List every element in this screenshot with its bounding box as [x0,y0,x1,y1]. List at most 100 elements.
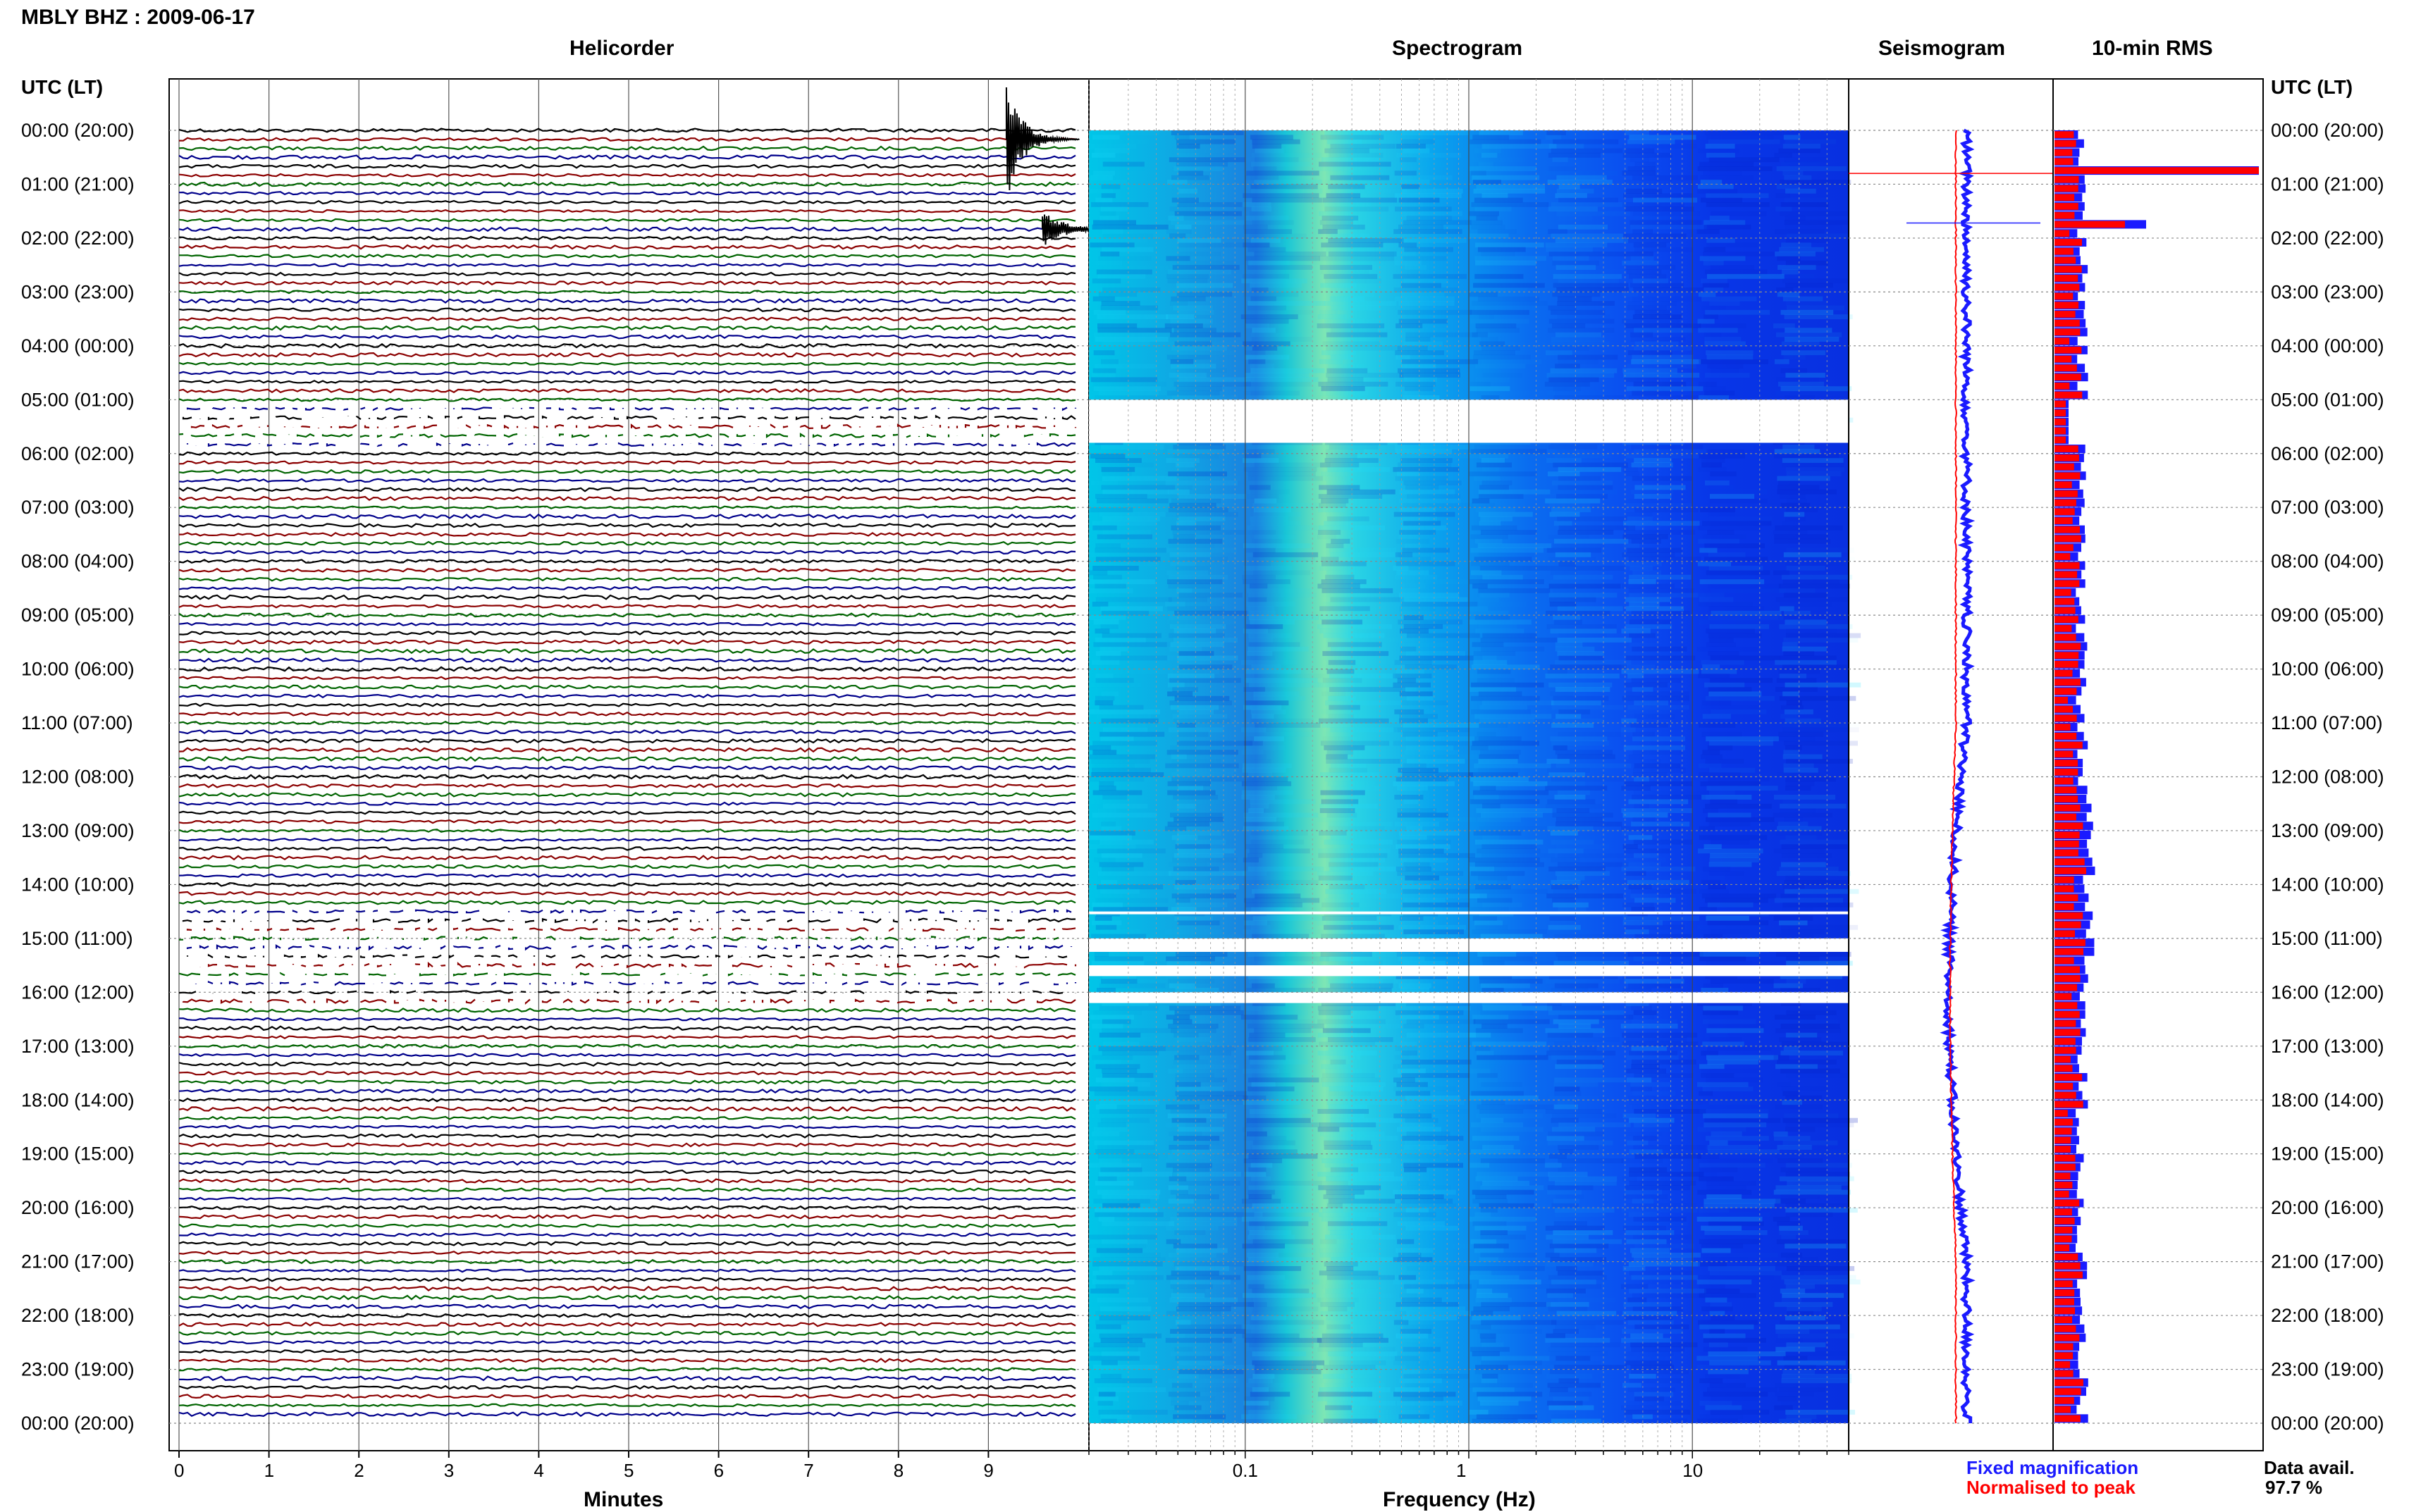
spectrogram-cell [1319,309,1338,315]
helicorder-xlabel: Minutes [584,1488,664,1511]
helicorder-trace-line [178,1035,1076,1039]
spectrogram-cell [1092,902,1123,907]
spectrogram-cell [1625,929,1649,934]
helicorder-trace-line [178,1025,1076,1031]
spectrogram-cell [1095,1064,1140,1070]
spectrogram-cell [1398,924,1467,930]
spectrogram-cell [1178,1302,1254,1307]
spectrogram-cell [1166,956,1215,962]
spectrogram-cell [1102,471,1132,476]
spectrogram-cell [1550,368,1618,373]
spectrogram-cell [1328,979,1383,984]
spectrogram-cell [1255,1369,1321,1375]
spectrogram-cell [1402,687,1417,692]
spectrogram-cell [1556,494,1608,499]
spectrogram-cell [1396,669,1424,674]
spectrogram-cell [1624,1315,1672,1320]
spectrogram-cell [1481,152,1498,158]
rms-bar-normalised [2054,1029,2081,1036]
spectrogram-cell [1699,907,1717,912]
spectrogram-cell [1176,566,1211,571]
spectrogram-cell [1622,534,1668,540]
spectrogram-cell [1245,1046,1283,1051]
spectrogram-cell [1247,1257,1314,1263]
spectrogram-cell [1169,206,1194,212]
spectrogram-cell [1786,1342,1826,1348]
spectrogram-cell [1169,678,1246,683]
spectrogram-cell [1100,305,1158,311]
spectrogram-cell [1785,224,1843,230]
spectrogram-cell [1698,467,1727,472]
spectrogram-cell [1545,1028,1605,1034]
spectrogram-cell [1249,1221,1309,1227]
spectrogram-cell [1241,795,1275,800]
spectrogram-cell [1785,1127,1816,1132]
spectrogram-cell [1323,736,1353,741]
spectrogram-cell [1253,570,1310,575]
spectrogram-cell [1784,1113,1838,1118]
spectrogram-cell [1324,1145,1373,1150]
spectrogram-cell [1244,898,1320,903]
spectrogram-cell [1322,691,1346,696]
time-tick-label: 08:00 (04:00) [2271,551,2384,572]
spectrogram-cell [1098,1392,1116,1397]
spectrogram-cell [1092,790,1142,795]
rms-bar-normalised [2054,966,2080,973]
spectrogram-cell [1396,1154,1439,1159]
spectrogram-cell [1557,301,1615,306]
spectrogram-cell [1701,296,1757,302]
spectrogram-cell [1403,902,1470,907]
spectrogram-cell [1393,682,1431,688]
helicorder-trace-line [178,137,1076,142]
spectrogram-cell [1401,1059,1472,1065]
spectrogram-cell [1093,907,1169,912]
spectrogram-cell [1707,1387,1778,1392]
spectrogram-cell [1474,206,1512,212]
spectrogram-cell [1324,745,1365,750]
spectrogram-cell [1246,1005,1262,1011]
spectrogram-cell [1331,1257,1398,1263]
spectrogram-cell [1782,296,1823,302]
spectrogram-cell [1781,1234,1797,1240]
spectrogram-cell [1546,373,1615,378]
spectrogram-cell [1625,1189,1663,1195]
spectrogram-cell [1555,1194,1584,1199]
spectrogram-cell [1558,853,1634,858]
spectrogram-cell [1782,269,1799,275]
spectrogram-cell [1398,1149,1443,1155]
spectrogram-cell [1472,1041,1547,1047]
spectrogram-cell [1555,871,1610,876]
spectrogram-cell [1095,395,1172,400]
rms-bar-normalised [2054,1154,2076,1162]
spectrogram-cell [1166,273,1209,279]
spectrogram-cell [1556,844,1609,849]
helicorder-trace-line [179,1375,1076,1382]
spectrogram-cell [1164,929,1222,934]
spectrogram-cell [1711,588,1786,593]
spectrogram-cell [1546,547,1602,553]
spectrogram-cell [1557,1100,1574,1105]
spectrogram-cell [1243,857,1259,863]
spectrogram-cell [1623,530,1696,535]
spectrogram-cell [1779,624,1853,629]
spectrogram-cell [1176,1172,1242,1177]
spectrogram-cell [1477,1392,1543,1397]
spectrogram-cell [1176,144,1200,149]
spectrogram-cell [1779,866,1839,872]
spectrogram-cell [1248,1167,1267,1172]
spectrogram-cell [1324,656,1341,661]
spectrogram-cell [1399,655,1474,661]
spectrogram-cell [1317,920,1341,926]
spectrogram-cell [1780,368,1807,373]
spectrogram-cell [1557,754,1615,760]
spectrogram-cell [1628,301,1677,306]
spectrogram-cell [1324,301,1397,306]
spectrogram-cell [1632,1198,1654,1204]
helicorder-trace-line [178,370,1076,376]
spectrogram-cell [1244,229,1293,235]
spectrogram-cell [1321,619,1362,625]
spectrogram-cell [1471,745,1489,750]
spectrogram-cell [1470,534,1508,540]
spectrogram-cell [1174,1230,1206,1235]
spectrogram-cell [1254,498,1277,504]
